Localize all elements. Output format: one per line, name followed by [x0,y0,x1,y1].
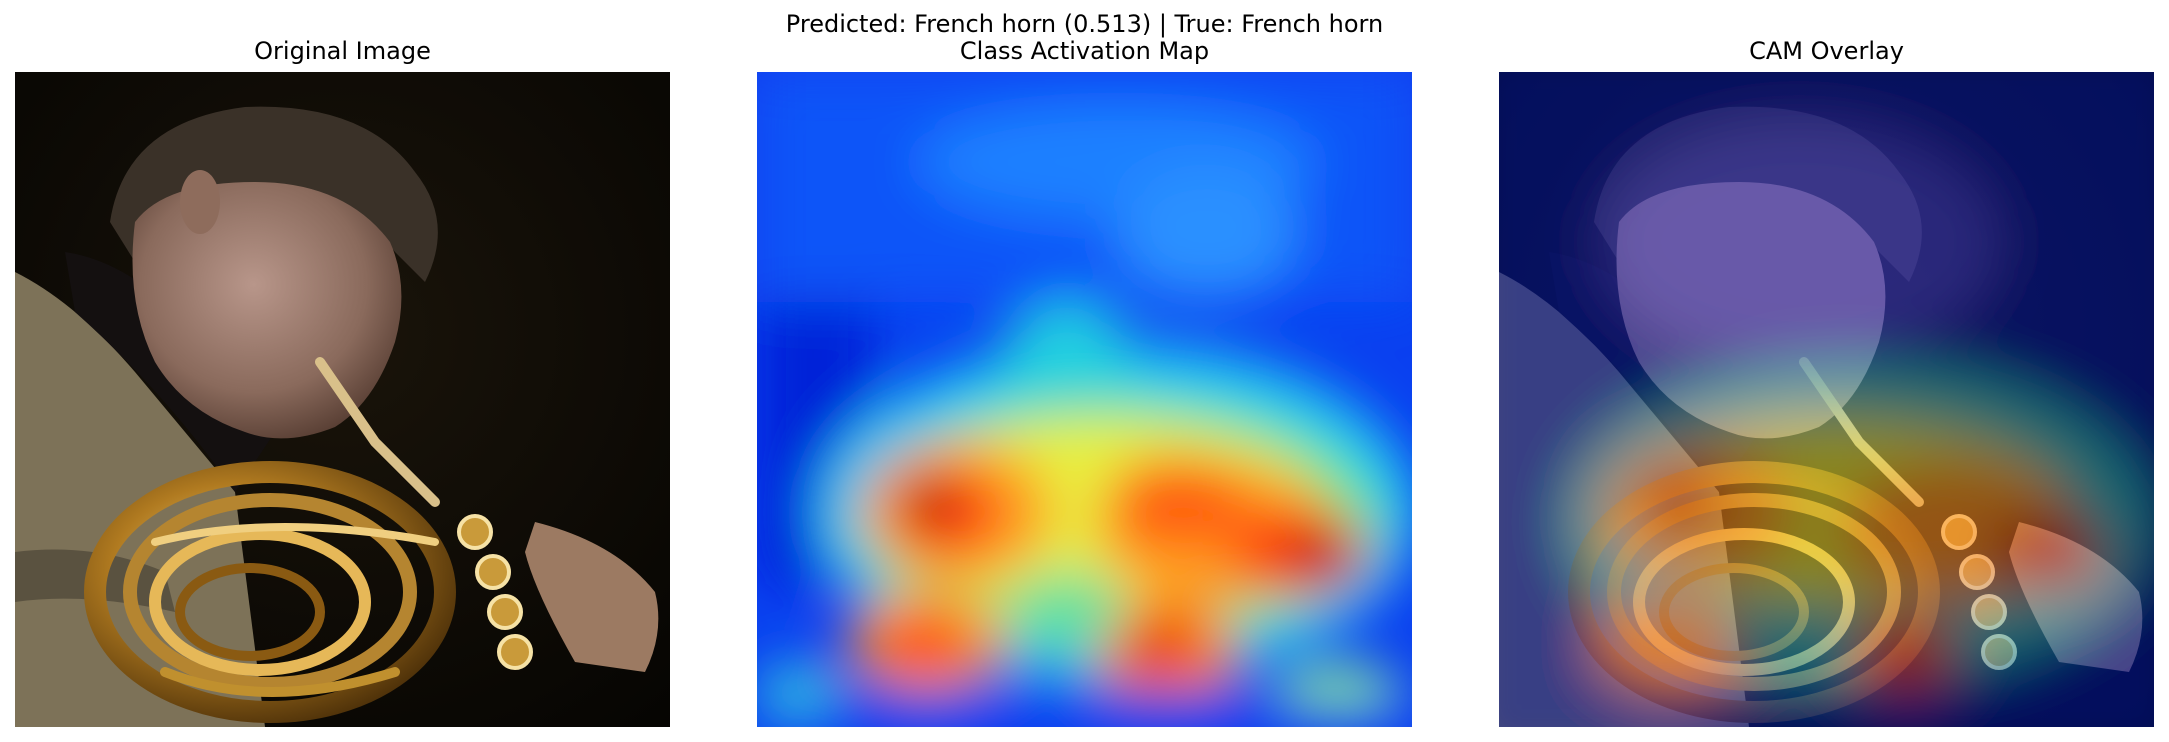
cam-blobs [757,72,1412,727]
class-activation-map [757,72,1412,727]
horn-valves [457,514,533,670]
figure-suptitle: Predicted: French horn (0.513) | True: F… [785,10,1384,38]
cam-overlay [1499,72,2154,727]
lead-pipe [315,357,440,507]
hand [525,522,659,672]
ear [180,170,220,234]
cam-heatmap [757,72,1412,727]
hair [110,106,438,282]
original-image [15,72,670,727]
cam-title: Class Activation Map [959,37,1210,65]
overlay-title: CAM Overlay [1749,37,1904,65]
original-image-graphic [15,72,670,727]
overlay-heat [1499,72,2154,727]
original-image-title: Original Image [254,37,431,65]
overlay-graphic [1499,72,2154,727]
french-horn [84,461,456,723]
